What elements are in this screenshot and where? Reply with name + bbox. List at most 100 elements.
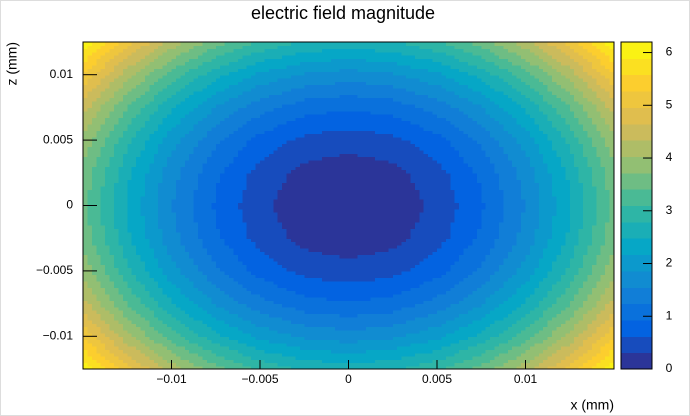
contour-cell <box>105 280 111 285</box>
contour-cell <box>158 274 164 279</box>
contour-cell <box>445 336 451 341</box>
contour-cell <box>286 349 292 354</box>
contour-cell <box>260 365 266 370</box>
contour-cell <box>587 319 593 324</box>
contour-cell <box>600 290 606 295</box>
contour-cell <box>472 306 478 311</box>
contour-cell <box>127 287 133 292</box>
contour-cell <box>282 342 288 347</box>
contour-cell <box>122 277 128 282</box>
contour-cell <box>290 270 296 275</box>
contour-cell <box>507 319 513 324</box>
contour-cell <box>326 274 332 279</box>
contour-cell <box>229 293 235 298</box>
contour-cell <box>246 280 252 285</box>
contour-cell <box>392 339 398 344</box>
contour-cell <box>313 310 319 315</box>
contour-cell <box>529 297 535 301</box>
contour-cell <box>366 280 372 285</box>
contour-cell <box>202 283 208 288</box>
contour-cell <box>100 287 106 292</box>
contour-cell <box>198 339 204 344</box>
contour-cell <box>313 352 319 357</box>
contour-cell <box>454 303 460 308</box>
contour-cell <box>543 303 549 308</box>
contour-cell <box>224 297 230 301</box>
contour-cell <box>237 362 243 367</box>
contour-cell <box>153 306 159 311</box>
contour-cell <box>91 316 97 321</box>
contour-cell <box>198 346 204 350</box>
contour-cell <box>91 293 97 298</box>
contour-cell <box>153 329 159 334</box>
contour-cell <box>335 297 341 301</box>
contour-cell <box>419 300 425 305</box>
contour-cell <box>538 355 544 360</box>
contour-cell <box>490 339 496 344</box>
contour-cell <box>131 313 137 318</box>
contour-cell <box>352 326 358 331</box>
contour-cell <box>565 329 571 334</box>
contour-cell <box>605 323 611 328</box>
contour-cell <box>229 306 235 311</box>
contour-cell <box>352 316 358 321</box>
contour-cell <box>383 270 389 275</box>
contour-cell <box>144 293 150 298</box>
contour-cell <box>193 270 199 275</box>
contour-cell <box>144 339 150 344</box>
contour-cell <box>476 333 482 337</box>
contour-cell <box>251 339 257 344</box>
contour-cell <box>432 290 438 295</box>
contour-cell <box>127 300 133 305</box>
contour-cell <box>211 274 217 279</box>
contour-cell <box>260 323 266 328</box>
contour-cell <box>260 310 266 315</box>
contour-cell <box>215 339 221 344</box>
contour-cell <box>459 290 465 295</box>
contour-cell <box>317 283 323 288</box>
contour-cell <box>472 352 478 357</box>
contour-cell <box>158 313 164 318</box>
contour-cell <box>388 352 394 357</box>
contour-cell <box>406 274 412 279</box>
contour-cell <box>397 326 403 331</box>
contour-cell <box>295 349 301 354</box>
contour-cell <box>565 346 571 350</box>
contour-cell <box>299 280 305 285</box>
contour-cell <box>503 319 509 324</box>
contour-cell <box>113 283 119 288</box>
contour-cell <box>144 313 150 318</box>
contour-cell <box>91 303 97 308</box>
contour-cell <box>392 300 398 305</box>
contour-cell <box>313 362 319 367</box>
contour-cell <box>330 297 336 301</box>
contour-cell <box>260 359 266 364</box>
contour-cell <box>162 333 168 337</box>
contour-cell <box>463 270 469 275</box>
contour-cell <box>503 313 509 318</box>
contour-cell <box>184 283 190 288</box>
contour-cell <box>397 316 403 321</box>
contour-cell <box>494 303 500 308</box>
contour-cell <box>282 336 288 341</box>
contour-cell <box>419 342 425 347</box>
contour-cell <box>370 280 376 285</box>
contour-cell <box>379 333 385 337</box>
contour-cell <box>131 352 137 357</box>
contour-cell <box>467 270 473 275</box>
contour-cell <box>193 336 199 341</box>
contour-cell <box>131 365 137 370</box>
contour-cell <box>450 323 456 328</box>
contour-cell <box>463 290 469 295</box>
contour-cell <box>547 287 553 292</box>
contour-cell <box>512 297 518 301</box>
contour-cell <box>206 293 212 298</box>
contour-cell <box>583 303 589 308</box>
contour-cell <box>158 300 164 305</box>
contour-cell <box>392 283 398 288</box>
contour-cell <box>423 306 429 311</box>
contour-cell <box>366 326 372 331</box>
contour-cell <box>525 277 531 282</box>
contour-cell <box>454 339 460 344</box>
contour-cell <box>379 346 385 350</box>
